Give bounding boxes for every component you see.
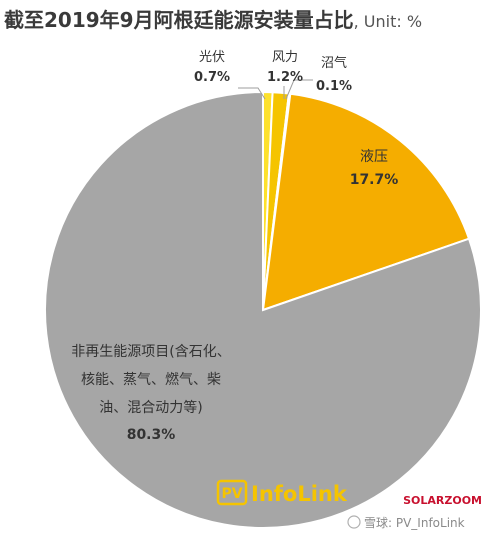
pie-slices [43,90,482,529]
weibo-text: 雪球: PV_InfoLink [364,516,465,530]
slice-label-nonrenewable-line1: 非再生能源项目(含石化、 [71,344,230,360]
leader-line-pv [238,87,266,100]
slice-label-hydro: 液压 [360,149,388,165]
slice-value-pv: 0.7% [194,70,230,85]
weibo-icon [347,515,361,529]
pv-logo-box [216,479,248,506]
slice-label-biogas: 沼气 [321,55,347,71]
slice-label-nonrenewable-line3: 油、混合动力等) [99,399,202,416]
slice-label-nonrenewable-line2: 核能、蒸气、燃气、柴 [81,371,221,388]
leader-line-biogas [285,79,313,100]
infolink-logo-text: InfoLink [251,482,348,506]
slice-value-biogas: 0.1% [316,79,352,94]
chart-title: 截至2019年9月阿根廷能源安装量占比, Unit: % [4,8,422,32]
infolink-watermark: PV InfoLink [216,479,348,506]
pie-slice-nonrenewable [43,90,482,529]
pv-logo-text: PV [221,486,242,502]
slice-value-nonrenewable: 80.3% [127,427,176,443]
leader-lines [238,79,313,100]
slice-value-wind: 1.2% [267,70,303,85]
slice-label-wind: 风力 [272,50,298,65]
solarzoom-watermark: SOLARZOOM [403,494,482,507]
chart-unit: , Unit: % [354,12,422,31]
slice-label-pv: 光伏 [199,50,225,65]
slice-value-hydro: 17.7% [350,172,399,188]
weibo-watermark: 雪球: PV_InfoLink [347,515,465,530]
